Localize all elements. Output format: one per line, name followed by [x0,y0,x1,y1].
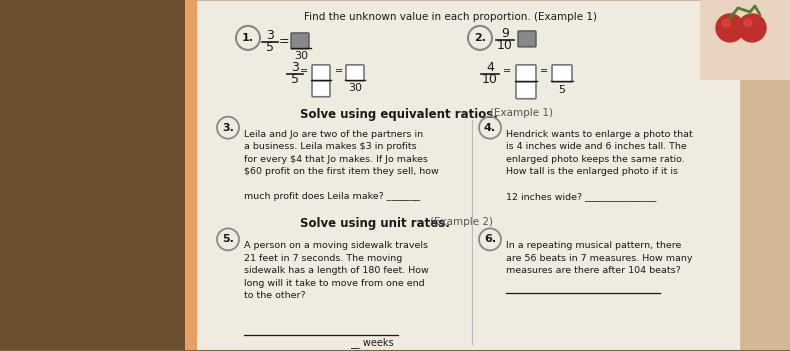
Circle shape [738,14,766,42]
Text: How tall is the enlarged photo if it is: How tall is the enlarged photo if it is [506,167,678,176]
FancyBboxPatch shape [516,65,536,82]
FancyBboxPatch shape [700,0,790,80]
FancyBboxPatch shape [0,0,200,350]
Text: 5: 5 [266,41,274,54]
Circle shape [722,19,730,27]
Text: 3.: 3. [222,122,234,133]
Text: are 56 beats in 7 measures. How many: are 56 beats in 7 measures. How many [506,254,693,263]
Text: 1.: 1. [242,33,254,43]
Text: Solve using unit rates.: Solve using unit rates. [300,217,450,231]
Text: $60 profit on the first item they sell, how: $60 profit on the first item they sell, … [244,167,438,176]
Text: =: = [300,66,308,76]
Text: much profit does Leila make? _______: much profit does Leila make? _______ [244,192,420,201]
FancyBboxPatch shape [312,81,330,97]
Text: 4: 4 [486,61,494,74]
Text: sidewalk has a length of 180 feet. How: sidewalk has a length of 180 feet. How [244,266,429,275]
Text: for every $4 that Jo makes. If Jo makes: for every $4 that Jo makes. If Jo makes [244,154,428,164]
Text: (Example 1): (Example 1) [490,108,553,118]
Text: Find the unknown value in each proportion. (Example 1): Find the unknown value in each proportio… [303,12,596,22]
Text: 6.: 6. [484,234,496,244]
Text: =: = [335,66,343,76]
FancyBboxPatch shape [518,31,536,47]
Text: (Example 2): (Example 2) [430,217,493,227]
FancyBboxPatch shape [700,0,790,350]
Text: 10: 10 [497,39,513,52]
Text: =: = [540,66,548,76]
Text: 10: 10 [482,73,498,86]
Text: Leila and Jo are two of the partners in: Leila and Jo are two of the partners in [244,130,423,139]
Text: long will it take to move from one end: long will it take to move from one end [244,279,425,288]
Text: to the other?: to the other? [244,291,306,300]
Text: 30: 30 [294,51,308,61]
Text: 5: 5 [291,73,299,86]
Text: is 4 inches wide and 6 inches tall. The: is 4 inches wide and 6 inches tall. The [506,142,687,151]
FancyBboxPatch shape [291,33,309,49]
Text: 3: 3 [266,29,274,42]
Circle shape [744,19,752,27]
Text: 2.: 2. [474,33,486,43]
Text: enlarged photo keeps the same ratio.: enlarged photo keeps the same ratio. [506,154,685,164]
Text: a business. Leila makes $3 in profits: a business. Leila makes $3 in profits [244,142,416,151]
Text: 3: 3 [291,61,299,74]
Text: measures are there after 104 beats?: measures are there after 104 beats? [506,266,681,275]
Circle shape [716,14,744,42]
Text: 12 inches wide? _______________: 12 inches wide? _______________ [506,192,656,201]
Text: =: = [279,35,289,48]
FancyBboxPatch shape [516,82,536,99]
Text: 4.: 4. [484,122,496,133]
FancyBboxPatch shape [185,0,740,350]
Text: 5.: 5. [222,234,234,244]
Text: =: = [503,66,511,76]
Text: Hendrick wants to enlarge a photo that: Hendrick wants to enlarge a photo that [506,130,693,139]
FancyBboxPatch shape [185,0,197,350]
Text: 5: 5 [559,85,566,95]
FancyBboxPatch shape [552,65,572,82]
Text: In a repeating musical pattern, there: In a repeating musical pattern, there [506,241,681,250]
Text: A person on a moving sidewalk travels: A person on a moving sidewalk travels [244,241,428,250]
Text: 30: 30 [348,83,362,93]
Text: __ weeks: __ weeks [350,337,393,348]
Text: 21 feet in 7 seconds. The moving: 21 feet in 7 seconds. The moving [244,254,402,263]
FancyBboxPatch shape [312,65,330,81]
FancyBboxPatch shape [346,65,364,81]
Text: 9: 9 [501,27,509,40]
Text: Solve using equivalent ratios.: Solve using equivalent ratios. [300,108,498,121]
